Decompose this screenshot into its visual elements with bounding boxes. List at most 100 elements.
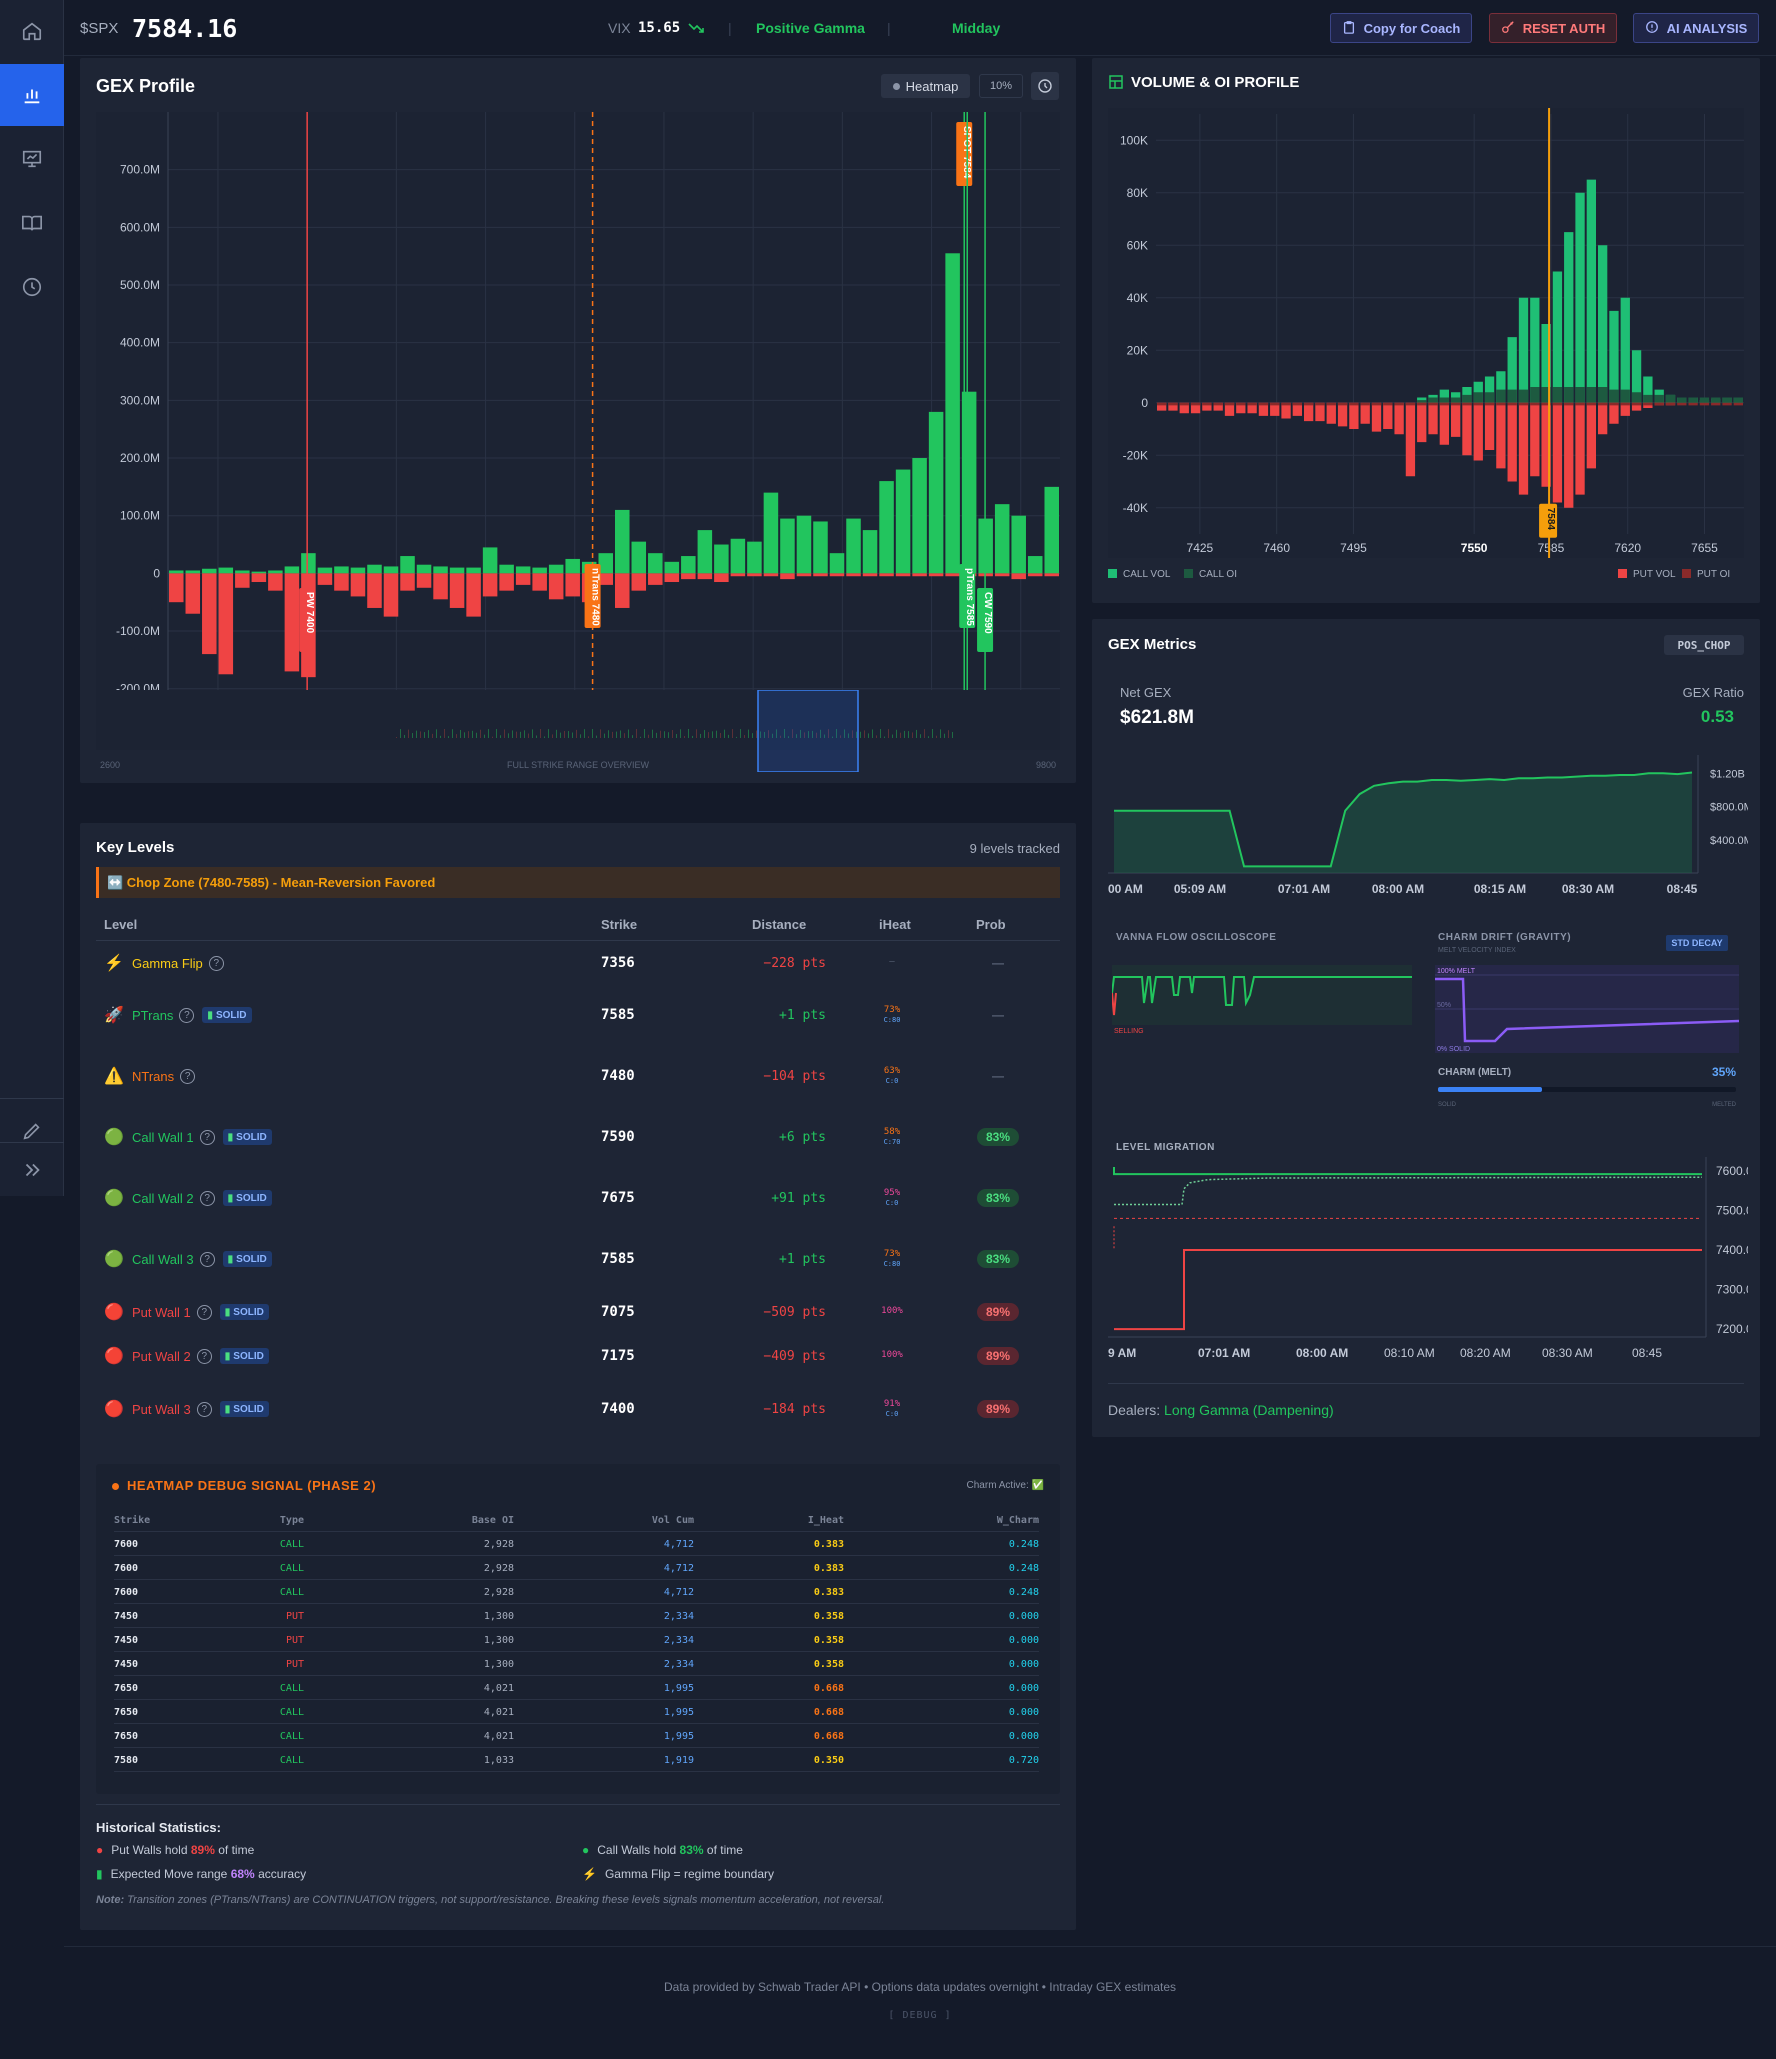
key-level-row[interactable]: ⚡ Gamma Flip? 7356 −228 pts — — (96, 953, 1057, 973)
put-vol-bar (1326, 402, 1336, 424)
put-wall-tag-bg (299, 588, 316, 652)
ntrans-tag-bg (584, 564, 601, 628)
y-tick-label: $1.20B (1710, 768, 1745, 780)
debug-cell: 7600 (114, 1538, 139, 1550)
overview-bar (624, 733, 625, 738)
help-icon[interactable]: ? (179, 1007, 195, 1023)
overview-bar (872, 729, 873, 738)
put-gex-bar (747, 573, 762, 577)
book-icon[interactable] (0, 192, 64, 254)
help-icon[interactable]: ? (199, 1251, 215, 1267)
put-gex-bar (664, 573, 680, 583)
key-level-row[interactable]: 🟢 Call Wall 2? ▮ SOLID 7675 +91 pts 95% C:0… (96, 1188, 1057, 1208)
put-oi-bar (1304, 402, 1314, 406)
put-gex-bar (829, 573, 845, 577)
call-gex-bar (334, 566, 349, 574)
levels-count: 9 levels tracked (969, 841, 1060, 856)
ntrans-tag: nTrans 7480 (584, 564, 601, 628)
put-vol-bar (1620, 402, 1630, 416)
level-iheat: 100% (872, 1302, 912, 1322)
call-gex-bar (1044, 486, 1059, 574)
debug-cell: 7450 (114, 1658, 139, 1670)
prob-badge: — (992, 1069, 1004, 1083)
pencil-icon[interactable] (0, 1100, 64, 1162)
x-tick-label: 08:10 AM (1384, 1346, 1435, 1360)
debug-link[interactable]: [ DEBUG ] (888, 2010, 952, 2021)
copy-for-coach-label: Copy for Coach (1363, 20, 1461, 36)
put-vol-bar (1304, 402, 1314, 422)
debug-cell: 0.358 (813, 1610, 844, 1622)
call-gex-bar (449, 567, 465, 574)
help-icon[interactable]: ? (180, 1068, 196, 1084)
top-bar: $SPX 7584.16 VIX 15.65 | Positive Gamma … (64, 0, 1776, 56)
x-tick-label: 7550 (1461, 541, 1488, 555)
call-gex-bar (169, 570, 184, 574)
iheat-value: 95% (883, 1187, 901, 1198)
call-gex-bar (961, 391, 977, 574)
x-tick-label: 7425 (1187, 541, 1214, 555)
help-icon[interactable]: ? (199, 1129, 215, 1145)
home-icon[interactable] (0, 0, 64, 62)
key-level-row[interactable]: 🚀 PTrans? ▮ SOLID 7585 +1 pts 73% C:80 — (96, 1005, 1057, 1025)
volume-oi-panel: VOLUME & OI PROFILE 100K 80K 60K 40K 20K 0 -20… (1092, 58, 1760, 603)
debug-cell: CALL (279, 1538, 304, 1550)
help-icon[interactable]: ? (196, 1304, 212, 1320)
y-tick-label: 500.0M (120, 278, 160, 292)
heatmap-toggle[interactable]: Heatmap (881, 74, 970, 98)
copy-for-coach-button[interactable]: Copy for Coach (1330, 13, 1472, 43)
header-iheat: iHeat (879, 917, 911, 932)
key-level-row[interactable]: ⚠️ NTrans? 7480 −104 pts 63% C:0 — (96, 1066, 1057, 1086)
vanna-selling-label: SELLING (1114, 1028, 1144, 1035)
prob-badge: 89% (976, 1347, 1020, 1365)
call-gex-bar (780, 518, 795, 574)
put-gex-bar (350, 573, 366, 597)
key-level-row[interactable]: 🟢 Call Wall 1? ▮ SOLID 7590 +6 pts 58% C:70… (96, 1127, 1057, 1147)
help-icon[interactable]: ? (196, 1401, 212, 1417)
double-chevron-right-icon[interactable] (0, 1144, 64, 1196)
key-level-row[interactable]: 🔴 Put Wall 2? ▮ SOLID 7175 −409 pts 100% 8… (96, 1346, 1057, 1366)
gamma-flip-stat: ⚡ Gamma Flip = regime boundary (582, 1867, 774, 1881)
debug-header-cell: Strike (114, 1514, 151, 1526)
call-gex-bar (879, 481, 894, 574)
session-label: Midday (952, 20, 1001, 36)
help-icon[interactable]: ? (199, 1190, 215, 1206)
y-tick-label: 7400.00 (1716, 1243, 1748, 1257)
overview-bar (580, 734, 581, 738)
key-level-row[interactable]: 🟢 Call Wall 3? ▮ SOLID 7585 +1 pts 73% C:80… (96, 1249, 1057, 1269)
charm-subtitle: MELT VELOCITY INDEX (1438, 947, 1516, 954)
presentation-chart-icon[interactable] (0, 128, 64, 190)
reset-auth-button[interactable]: RESET AUTH (1489, 13, 1617, 43)
put-oi-bar (1609, 402, 1619, 406)
level-strike: 7585 (601, 1251, 635, 1267)
level-name: Call Wall 3? ▮ SOLID (132, 1249, 272, 1269)
debug-header-cell: Type (279, 1514, 304, 1526)
debug-header-cell: I_Heat (807, 1514, 844, 1526)
put-oi-bar (1190, 402, 1201, 406)
put-vol-bar (1507, 402, 1517, 482)
clock-icon[interactable] (0, 256, 64, 318)
key-level-row[interactable]: 🔴 Put Wall 1? ▮ SOLID 7075 −509 pts 100% 8… (96, 1302, 1057, 1322)
overview-bar (488, 729, 489, 738)
call-oi-bar (1473, 392, 1483, 403)
level-name-text: NTrans (132, 1068, 175, 1084)
put-oi-bar (1518, 402, 1529, 406)
history-icon[interactable] (1031, 72, 1059, 100)
gex-ratio-value: 0.53 (1700, 707, 1734, 726)
solid-badge-label: SOLID (236, 1192, 267, 1204)
range-percent-button[interactable]: 10% (979, 74, 1023, 98)
call-wall-tag-label: CW 7590 (982, 592, 993, 634)
x-tick-label: 7460 (1263, 541, 1290, 555)
x-tick-label: 08:00 AM (1296, 1346, 1348, 1360)
help-icon[interactable]: ? (208, 955, 224, 971)
put-vol-bar (1451, 402, 1461, 437)
call-vol-bar (1609, 310, 1619, 403)
call-gex-bar (466, 567, 481, 574)
solid-badge: ▮ SOLID (219, 1348, 269, 1364)
bar-chart-icon[interactable] (0, 64, 64, 126)
key-level-row[interactable]: 🔴 Put Wall 3? ▮ SOLID 7400 −184 pts 91% C:0… (96, 1399, 1057, 1419)
strike-overview[interactable]: 2600 FULL STRIKE RANGE OVERVIEW 9800 (96, 690, 1060, 772)
level-name-text: Put Wall 3 (132, 1401, 191, 1417)
help-icon[interactable]: ? (196, 1348, 212, 1364)
put-vol-bar (1530, 402, 1540, 477)
ai-analysis-button[interactable]: AI ANALYSIS (1633, 13, 1759, 43)
